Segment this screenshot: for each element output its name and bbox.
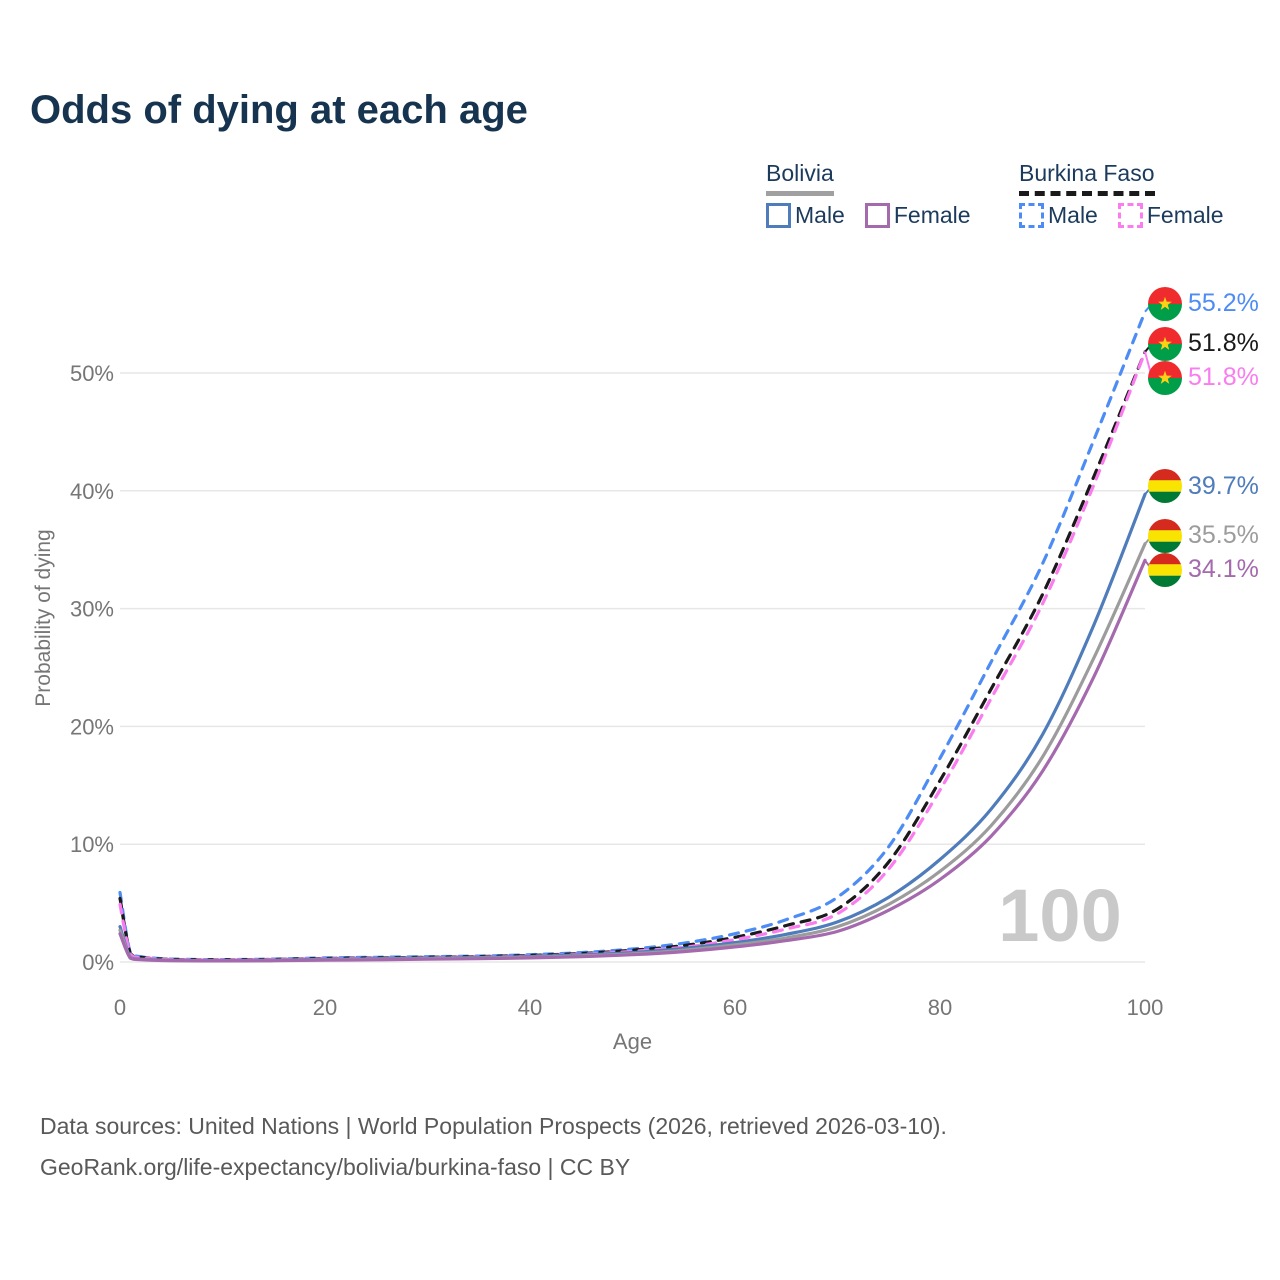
curve-bolivia-both-sexes[interactable]: [118, 542, 1147, 963]
end-label-value: 35.5%: [1188, 521, 1259, 550]
legend-group-title-burkina-faso[interactable]: Burkina Faso: [1019, 160, 1155, 196]
legend-group-bolivia: Bolivia Male Female: [766, 160, 971, 229]
legend-item-bolivia-male[interactable]: Male: [766, 202, 845, 229]
end-label-burkina-faso-both-sexes[interactable]: 51.8%: [1148, 326, 1259, 361]
legend-swatch-burkina-faso-male-icon: [1019, 203, 1044, 228]
legend-item-label: Female: [893, 202, 971, 228]
end-label-bolivia-both-sexes[interactable]: 35.5%: [1148, 518, 1259, 553]
y-tick-label: 20%: [70, 714, 114, 739]
flag-bolivia-icon: [1148, 469, 1182, 504]
legend-item-label: Male: [1048, 202, 1098, 228]
flag-bolivia-icon: [1148, 552, 1182, 587]
flag-burkina-faso-icon: [1148, 360, 1182, 395]
y-tick-label: 10%: [70, 832, 114, 857]
y-tick-label: 40%: [70, 479, 114, 504]
curve-burkina-faso-male[interactable]: [118, 310, 1147, 962]
legend-item-label: Male: [795, 202, 845, 228]
legend: Bolivia Male Female Burkina Faso Male: [0, 160, 1280, 240]
chart-canvas: 0% 10% 20% 30% 40% 50% 0 20 40 60 80 100 Age 100: [70, 302, 1164, 1054]
legend-group-title-bolivia[interactable]: Bolivia: [766, 160, 834, 196]
hover-age-watermark: 100: [998, 874, 1121, 957]
footer-attribution: GeoRank.org/life-expectancy/bolivia/burk…: [40, 1154, 631, 1180]
end-label-value: 39.7%: [1188, 471, 1259, 500]
y-tick-label: 50%: [70, 361, 114, 386]
x-tick-label: 20: [313, 995, 337, 1020]
legend-item-bolivia-female[interactable]: Female: [864, 202, 971, 229]
legend-swatch-bolivia-male-icon: [766, 203, 791, 228]
curve-bolivia-female[interactable]: [118, 558, 1147, 963]
end-label-bolivia-male[interactable]: 39.7%: [1148, 469, 1259, 504]
x-axis-title: Age: [613, 1029, 652, 1054]
legend-item-burkina-faso-female[interactable]: Female: [1117, 202, 1224, 229]
x-tick-label: 100: [1127, 995, 1164, 1020]
y-tick-label: 30%: [70, 597, 114, 622]
end-label-value: 51.8%: [1188, 363, 1259, 392]
legend-swatch-burkina-faso-female-icon: [1117, 203, 1143, 228]
flag-burkina-faso-icon: [1148, 326, 1182, 361]
end-label-value: 55.2%: [1188, 289, 1259, 318]
x-tick-label: 60: [723, 995, 747, 1020]
footer: Data sources: United Nations | World Pop…: [40, 1106, 947, 1188]
legend-item-burkina-faso-male[interactable]: Male: [1019, 202, 1098, 229]
legend-swatch-bolivia-female-icon: [864, 203, 890, 228]
legend-group-burkina-faso: Burkina Faso Male Female: [1019, 160, 1224, 229]
legend-item-label: Female: [1146, 202, 1224, 228]
page-title: Odds of dying at each age: [30, 88, 528, 132]
flag-burkina-faso-icon: [1148, 286, 1182, 321]
curve-burkina-faso-female[interactable]: [118, 350, 1147, 962]
end-label-value: 51.8%: [1188, 329, 1259, 358]
curve-burkina-faso-both-sexes[interactable]: [118, 350, 1147, 962]
curve-bolivia-male[interactable]: [118, 492, 1147, 963]
y-tick-label: 0%: [82, 950, 114, 975]
y-axis-title: Probability of dying: [32, 529, 55, 707]
footer-data-sources: Data sources: United Nations | World Pop…: [40, 1113, 947, 1139]
x-tick-label: 40: [518, 995, 542, 1020]
x-tick-label: 0: [114, 995, 126, 1020]
end-label-bolivia-female[interactable]: 34.1%: [1148, 552, 1259, 587]
end-label-value: 34.1%: [1188, 555, 1259, 584]
x-tick-label: 80: [928, 995, 952, 1020]
end-label-burkina-faso-female[interactable]: 51.8%: [1148, 360, 1259, 395]
flag-bolivia-icon: [1148, 518, 1182, 553]
end-label-burkina-faso-male[interactable]: 55.2%: [1148, 286, 1259, 321]
